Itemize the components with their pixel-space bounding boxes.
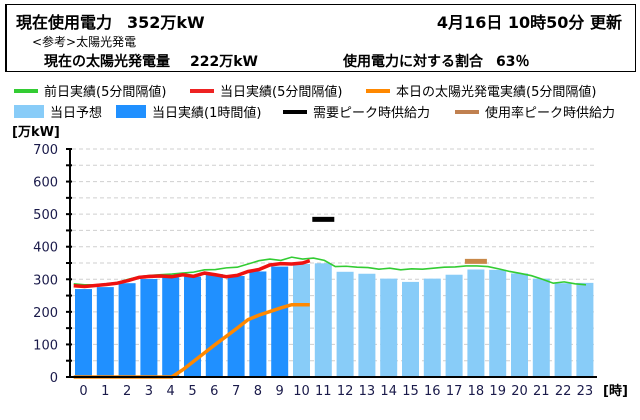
legend-swatch [366, 88, 390, 93]
legend-label: 当日予想 [50, 106, 103, 121]
y-tick-label: 200 [33, 306, 58, 321]
ratio-value: 63％ [496, 54, 530, 70]
ratio-label: 使用電力に対する割合 [343, 54, 483, 70]
legend-label: 当日実績(5分間隔値) [220, 85, 343, 100]
bar-actual [75, 289, 92, 377]
reference-label: <参考>太陽光発電 [32, 35, 137, 49]
x-tick-label: 12 [337, 384, 354, 399]
bar-actual [118, 283, 136, 377]
bar-forecast [467, 269, 485, 377]
legend-item: 前日実績(5分間隔値) [14, 81, 166, 100]
legend-label: 使用率ピーク時供給力 [485, 106, 616, 121]
x-tick-label: 14 [380, 384, 397, 399]
bar-forecast [489, 269, 507, 377]
bar-actual [271, 266, 289, 377]
x-tick-label: 11 [315, 384, 332, 399]
x-tick-label: 17 [446, 384, 463, 399]
bar-forecast [511, 273, 528, 377]
usage-peak-supply-mark [464, 258, 487, 264]
y-tick-label: 400 [33, 241, 58, 256]
legend-item: 使用率ピーク時供給力 [455, 102, 615, 121]
x-tick-label: 6 [210, 384, 218, 399]
x-tick-label: 22 [555, 384, 572, 399]
legend-label: 当日実績(1時間値) [152, 106, 262, 121]
legend-swatch [190, 88, 214, 93]
demand-peak-supply-mark [312, 216, 335, 222]
y-tick-label: 700 [33, 143, 58, 158]
y-tick-label: 300 [33, 273, 58, 288]
bar-actual [96, 287, 114, 377]
bar-forecast [380, 278, 398, 377]
x-tick-label: 3 [145, 384, 153, 399]
y-tick-label: 600 [33, 176, 58, 191]
legend-item: 本日の太陽光発電実績(5分間隔値) [366, 81, 596, 100]
update-time: 4月16日 10時50分 更新 [436, 13, 622, 32]
x-tick-label: 20 [511, 384, 528, 399]
y-tick-label: 500 [33, 208, 58, 223]
x-tick-label: 18 [468, 384, 485, 399]
bar-forecast [554, 283, 572, 377]
bar-forecast [314, 263, 332, 377]
legend-label: 前日実績(5分間隔値) [44, 85, 167, 100]
solar-label: 現在の太陽光発電量 [44, 54, 170, 70]
current-usage-value: 352万kW [127, 13, 205, 32]
legend-label: 本日の太陽光発電実績(5分間隔値) [396, 85, 597, 100]
legend-item: 当日予想 [14, 102, 102, 121]
bar-forecast [293, 263, 310, 377]
legend-item: 需要ピーク時供給力 [283, 102, 430, 121]
x-tick-label: 16 [424, 384, 441, 399]
x-axis-label: [時] [603, 383, 628, 399]
x-tick-label: 15 [402, 384, 419, 399]
bar-actual [162, 277, 180, 377]
bar-forecast [445, 274, 463, 377]
bar-actual [205, 274, 223, 377]
bar-actual [227, 276, 245, 377]
y-tick-label: 100 [33, 338, 58, 353]
bar-actual [184, 276, 201, 377]
x-tick-label: 8 [254, 384, 262, 399]
y-axis-label: [万kW] [12, 125, 60, 140]
bar-actual [249, 271, 267, 377]
x-tick-label: 23 [577, 384, 594, 399]
legend-swatch [14, 105, 44, 118]
x-tick-label: 13 [359, 384, 376, 399]
bar-forecast [358, 273, 376, 377]
bar-actual [140, 278, 158, 377]
legend-label: 需要ピーク時供給力 [313, 106, 431, 121]
solar-value: 222万kW [190, 54, 258, 70]
x-tick-label: 1 [101, 384, 109, 399]
x-tick-label: 4 [167, 384, 175, 399]
x-tick-label: 2 [123, 384, 131, 399]
legend-swatch [455, 109, 479, 114]
x-tick-label: 9 [276, 384, 284, 399]
bar-forecast [336, 271, 354, 377]
x-tick-label: 21 [533, 384, 550, 399]
x-tick-label: 0 [79, 384, 87, 399]
legend-item: 当日実績(5分間隔値) [190, 81, 342, 100]
legend-swatch [14, 88, 38, 93]
legend-item: 当日実績(1時間値) [116, 102, 261, 121]
solar-line [73, 302, 310, 379]
summary-panel [5, 4, 636, 72]
legend-swatch [116, 105, 146, 118]
bar-forecast [423, 278, 441, 377]
bar-forecast [576, 282, 594, 377]
legend-swatch [283, 109, 307, 114]
current-usage-label: 現在使用電力 [16, 13, 113, 32]
x-tick-label: 7 [232, 384, 240, 399]
previous-day-line [73, 256, 587, 286]
x-tick-label: 10 [293, 384, 310, 399]
x-tick-label: 5 [188, 384, 196, 399]
y-tick-label: 0 [50, 371, 58, 386]
bar-forecast [402, 281, 419, 377]
bar-forecast [532, 278, 550, 377]
today-line [73, 259, 311, 289]
x-tick-label: 19 [489, 384, 506, 399]
